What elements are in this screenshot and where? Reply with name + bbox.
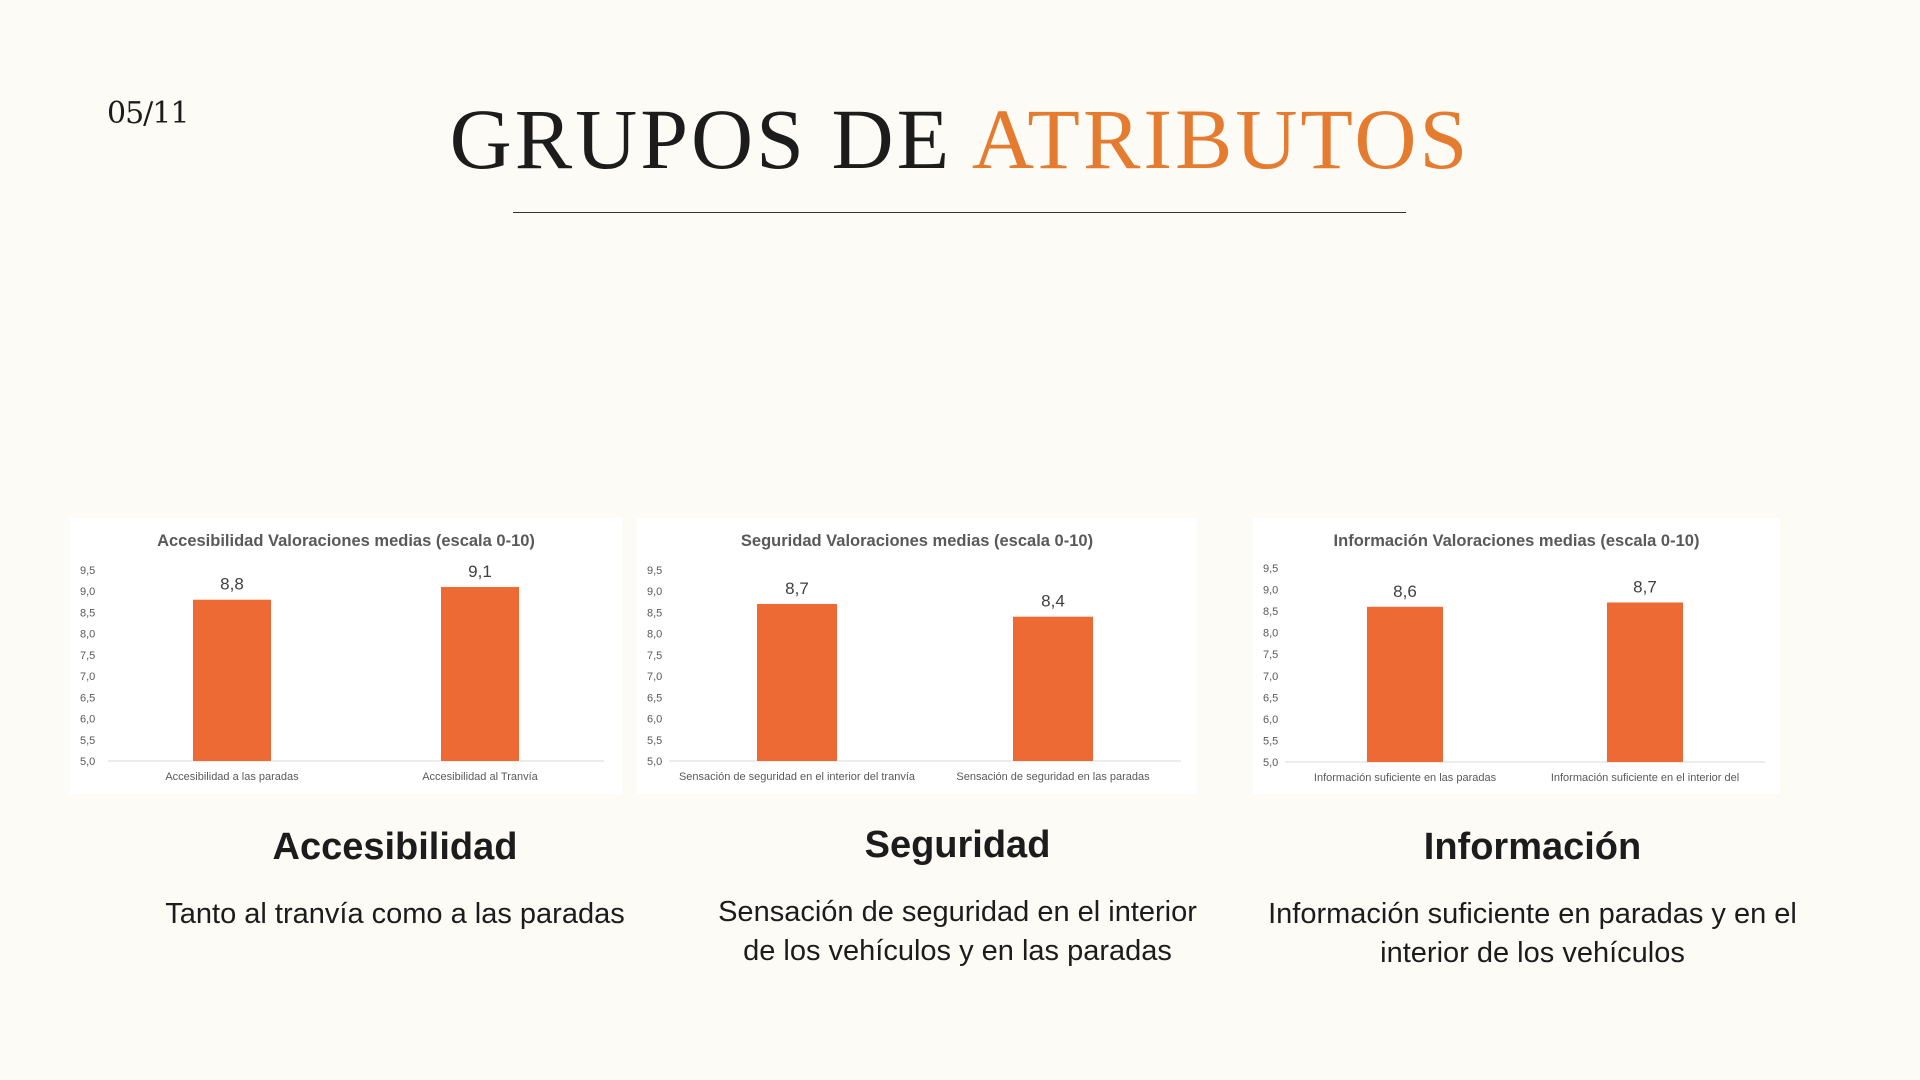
description-line: Información suficiente en paradas y en e… <box>1268 898 1797 930</box>
group-seguridad: Seguridad Sensación de seguridad en el i… <box>680 824 1235 971</box>
y-tick-label: 6,0 <box>80 714 95 726</box>
y-tick-label: 7,0 <box>1263 671 1278 683</box>
page-title: GRUPOS DE ATRIBUTOS <box>0 96 1920 182</box>
chart-title: Accesibilidad Valoraciones medias (escal… <box>157 532 535 550</box>
data-label: 8,8 <box>220 575 244 594</box>
y-tick-label: 6,0 <box>1263 714 1278 726</box>
chart-accesibilidad: Accesibilidad Valoraciones medias (escal… <box>70 518 622 794</box>
description-line: Sensación de seguridad en el interior <box>718 896 1197 928</box>
data-label: 9,1 <box>468 562 492 581</box>
y-tick-label: 8,0 <box>80 629 95 641</box>
x-tick-label: Accesibilidad al Tranvía <box>422 771 538 783</box>
y-tick-label: 5,5 <box>1263 735 1278 747</box>
x-tick-label: Sensación de seguridad en las paradas <box>956 771 1150 783</box>
bar <box>193 599 271 761</box>
y-tick-label: 5,5 <box>80 735 95 747</box>
y-tick-label: 9,5 <box>80 565 95 577</box>
group-description: Información suficiente en paradas y en e… <box>1245 895 1820 973</box>
bar <box>1607 602 1683 762</box>
y-tick-label: 7,5 <box>80 650 95 662</box>
chart-seguridad-svg: Seguridad Valoraciones medias (escala 0-… <box>647 532 1181 783</box>
y-tick-label: 8,5 <box>647 607 662 619</box>
y-tick-label: 9,0 <box>647 586 662 598</box>
y-tick-label: 5,5 <box>647 735 662 747</box>
y-tick-label: 7,0 <box>80 671 95 683</box>
data-label: 8,6 <box>1393 582 1417 601</box>
x-tick-label: Información suficiente en las paradas <box>1314 772 1497 784</box>
y-tick-label: 8,5 <box>80 607 95 619</box>
y-tick-label: 6,5 <box>1263 692 1278 704</box>
bar <box>1013 616 1093 761</box>
y-tick-label: 6,5 <box>80 692 95 704</box>
description-line: de los vehículos y en las paradas <box>743 935 1172 967</box>
description-line: Tanto al tranvía como a las paradas <box>165 898 625 930</box>
y-tick-label: 5,0 <box>647 756 662 768</box>
chart-informacion: Información Valoraciones medias (escala … <box>1253 518 1780 794</box>
y-tick-label: 9,0 <box>80 586 95 598</box>
data-label: 8,7 <box>1633 577 1657 596</box>
bar <box>1367 606 1443 762</box>
y-tick-label: 7,5 <box>647 650 662 662</box>
group-accesibilidad: Accesibilidad Tanto al tranvía como a la… <box>140 826 650 934</box>
y-tick-label: 9,5 <box>647 565 662 577</box>
chart-informacion-svg: Información Valoraciones medias (escala … <box>1263 532 1765 784</box>
y-tick-label: 9,5 <box>1263 563 1278 575</box>
chart-title: Seguridad Valoraciones medias (escala 0-… <box>741 532 1093 550</box>
y-tick-label: 5,0 <box>1263 757 1278 769</box>
y-tick-label: 6,5 <box>647 692 662 704</box>
title-part-accent: ATRIBUTOS <box>971 91 1471 187</box>
x-tick-label: Accesibilidad a las paradas <box>165 771 299 783</box>
y-tick-label: 8,5 <box>1263 606 1278 618</box>
data-label: 8,7 <box>785 579 809 598</box>
y-tick-label: 7,5 <box>1263 649 1278 661</box>
group-description: Sensación de seguridad en el interior de… <box>680 893 1235 971</box>
chart-accesibilidad-svg: Accesibilidad Valoraciones medias (escal… <box>80 532 604 783</box>
y-tick-label: 6,0 <box>647 714 662 726</box>
group-informacion: Información Información suficiente en pa… <box>1245 826 1820 973</box>
y-tick-label: 8,0 <box>1263 628 1278 640</box>
group-heading: Información <box>1423 826 1642 868</box>
group-description: Tanto al tranvía como a las paradas <box>140 895 650 934</box>
title-part-main: GRUPOS DE <box>449 91 972 187</box>
bar <box>757 603 837 761</box>
y-tick-label: 5,0 <box>80 756 95 768</box>
title-divider <box>513 212 1406 213</box>
chart-title: Información Valoraciones medias (escala … <box>1334 532 1700 550</box>
y-tick-label: 9,0 <box>1263 585 1278 597</box>
x-tick-label: Sensación de seguridad en el interior de… <box>679 771 916 783</box>
description-line: interior de los vehículos <box>1380 937 1685 969</box>
data-label: 8,4 <box>1041 592 1065 611</box>
group-heading: Accesibilidad <box>272 826 518 868</box>
group-heading: Seguridad <box>864 824 1051 866</box>
x-tick-label: Información suficiente en el interior de… <box>1551 772 1739 784</box>
y-tick-label: 8,0 <box>647 629 662 641</box>
bar <box>441 586 519 761</box>
page-number: 05/11 <box>107 96 189 131</box>
chart-seguridad: Seguridad Valoraciones medias (escala 0-… <box>637 518 1197 794</box>
y-tick-label: 7,0 <box>647 671 662 683</box>
